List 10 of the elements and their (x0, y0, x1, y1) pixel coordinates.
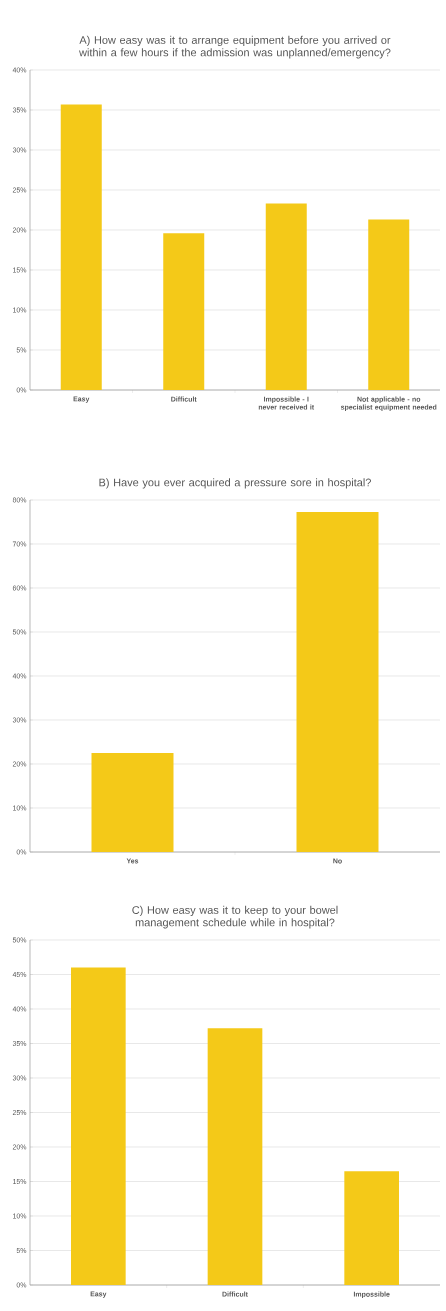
bar (344, 1171, 399, 1286)
chart-title: B) Have you ever acquired a pressure sore in hospital? (99, 478, 371, 489)
bar (368, 219, 410, 391)
bar (60, 104, 102, 391)
bar (71, 967, 126, 1286)
bar (265, 203, 307, 391)
bar (207, 1028, 263, 1286)
bar (163, 233, 205, 391)
chart-title: C) How easy was it to keep to your bowel management schedule while in hospital? (132, 905, 338, 929)
chart-title: A) How easy was it to arrange equipment before you arrived or within a few hours if the admission was unplanned/emergency? (79, 35, 391, 59)
